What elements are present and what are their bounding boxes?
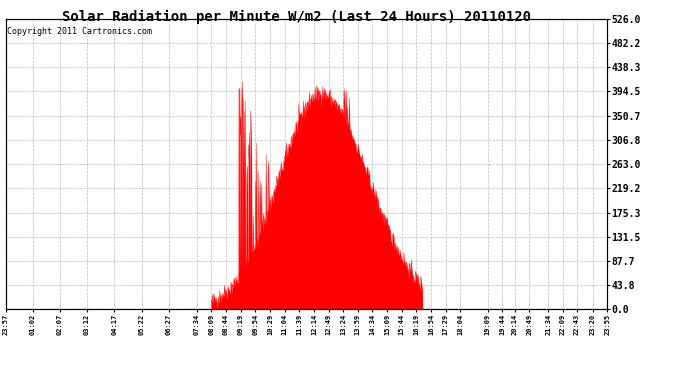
Text: Copyright 2011 Cartronics.com: Copyright 2011 Cartronics.com [7, 27, 152, 36]
Text: Solar Radiation per Minute W/m2 (Last 24 Hours) 20110120: Solar Radiation per Minute W/m2 (Last 24… [62, 9, 531, 24]
